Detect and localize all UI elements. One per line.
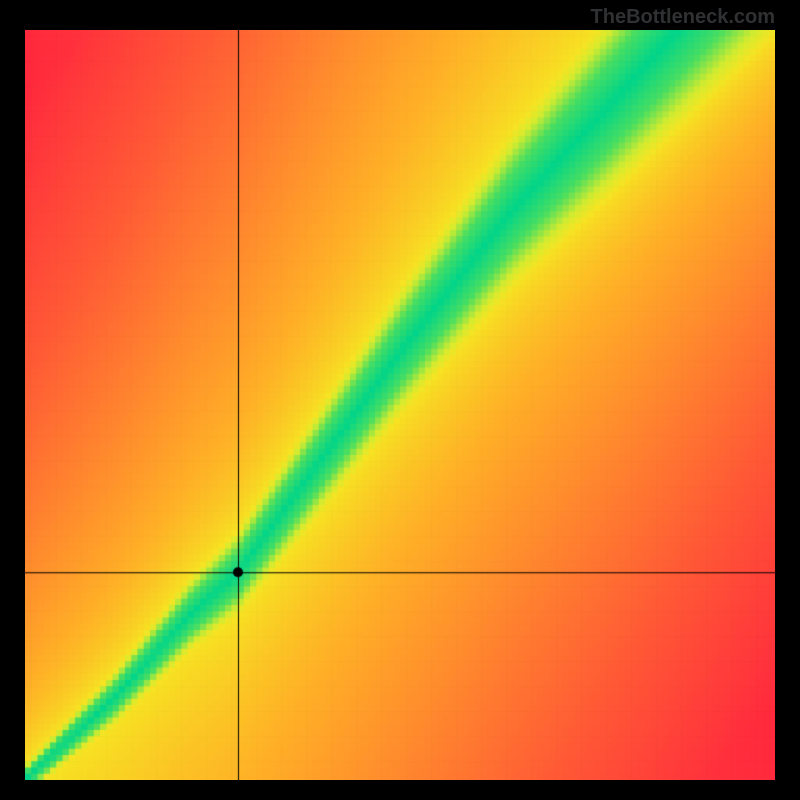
chart-container: TheBottleneck.com [0, 0, 800, 800]
bottleneck-heatmap [25, 30, 775, 780]
watermark-text: TheBottleneck.com [591, 6, 775, 29]
